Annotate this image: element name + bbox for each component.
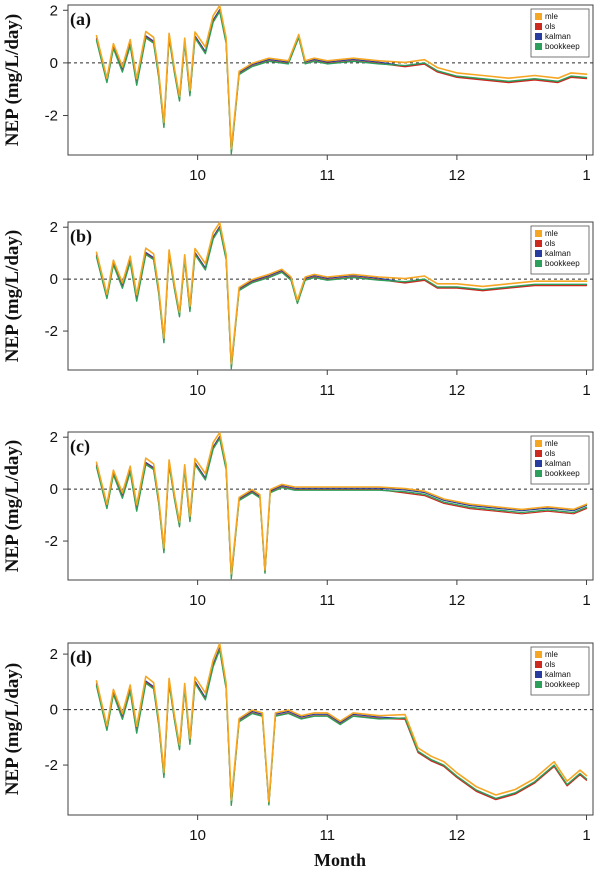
y-axis-title: NEP (mg/L/day) <box>2 663 23 795</box>
legend-label-kalman: kalman <box>545 670 571 679</box>
series-line-mle <box>95 221 588 365</box>
y-axis-title: NEP (mg/L/day) <box>2 440 23 572</box>
legend-label-bookkeep: bookkeep <box>545 680 580 689</box>
legend-swatch-bookkeep <box>535 470 542 477</box>
chart-panel-1: 2 0 -2 10 11 12 1 NEP (mg/L/day) (b) mleolskalman… <box>2 219 594 399</box>
y-tick-label: -2 <box>45 323 58 340</box>
legend-label-mle: mle <box>545 439 558 448</box>
chart-panel-2: 2 0 -2 10 11 12 1 NEP (mg/L/day) (c) mleolskalman… <box>2 429 594 609</box>
y-axis-title: NEP (mg/L/day) <box>2 14 23 146</box>
series-line-mle <box>95 431 588 575</box>
panel-label: (b) <box>70 226 92 247</box>
legend-swatch-ols <box>535 240 542 247</box>
x-tick-label: 1 <box>582 167 590 184</box>
series-line-bookkeep <box>95 437 588 580</box>
legend-swatch-mle <box>535 440 542 447</box>
x-tick-label: 1 <box>582 827 590 844</box>
legend-swatch-ols <box>535 661 542 668</box>
legend-label-ols: ols <box>545 239 555 248</box>
legend-label-bookkeep: bookkeep <box>545 469 580 478</box>
x-tick-label: 10 <box>189 592 206 609</box>
legend-swatch-mle <box>535 651 542 658</box>
x-tick-label: 1 <box>582 592 590 609</box>
panel-frame <box>67 4 594 156</box>
y-axis-title: NEP (mg/L/day) <box>2 230 23 362</box>
legend-swatch-ols <box>535 450 542 457</box>
legend-label-ols: ols <box>545 449 555 458</box>
legend-swatch-kalman <box>535 460 542 467</box>
legend-label-kalman: kalman <box>545 459 571 468</box>
y-tick-label: -2 <box>45 533 58 550</box>
series-line-bookkeep <box>95 649 588 806</box>
x-tick-label: 11 <box>319 382 335 399</box>
y-tick-label: 0 <box>50 481 58 498</box>
y-tick-label: 2 <box>50 2 58 19</box>
x-tick-label: 12 <box>449 827 466 844</box>
legend-swatch-bookkeep <box>535 43 542 50</box>
legend-swatch-kalman <box>535 33 542 40</box>
chart-panel-3: 2 0 -2 10 11 12 1 NEP (mg/L/day) (d) mleolskalman… <box>2 642 594 844</box>
legend-label-kalman: kalman <box>545 32 571 41</box>
x-tick-label: 12 <box>449 167 466 184</box>
x-tick-label: 11 <box>319 167 335 184</box>
panel-frame <box>67 431 594 581</box>
legend-label-mle: mle <box>545 650 558 659</box>
y-tick-label: 2 <box>50 646 58 663</box>
legend-swatch-mle <box>535 13 542 20</box>
y-tick-label: 0 <box>50 702 58 719</box>
legend-swatch-kalman <box>535 671 542 678</box>
x-tick-label: 12 <box>449 382 466 399</box>
legend-swatch-bookkeep <box>535 681 542 688</box>
panel-frame <box>67 642 594 816</box>
x-tick-label: 10 <box>189 167 206 184</box>
panel-label: (c) <box>70 436 90 457</box>
legend-swatch-kalman <box>535 250 542 257</box>
x-tick-label: 11 <box>319 592 335 609</box>
y-tick-label: -2 <box>45 108 58 125</box>
x-tick-label: 1 <box>582 382 590 399</box>
y-tick-label: 0 <box>50 55 58 72</box>
legend-label-mle: mle <box>545 12 558 21</box>
legend-swatch-bookkeep <box>535 260 542 267</box>
x-tick-label: 12 <box>449 592 466 609</box>
y-tick-label: 2 <box>50 429 58 446</box>
legend-label-bookkeep: bookkeep <box>545 42 580 51</box>
x-tick-label: 11 <box>319 827 335 844</box>
legend-swatch-ols <box>535 23 542 30</box>
y-tick-label: 0 <box>50 271 58 288</box>
series-line-bookkeep <box>95 10 588 155</box>
legend-swatch-mle <box>535 230 542 237</box>
chart-panel-0: 2 0 -2 10 11 12 1 NEP (mg/L/day) (a) mleolskalman… <box>2 2 594 184</box>
x-axis-title: Month <box>314 850 366 870</box>
series-line-mle <box>95 642 588 803</box>
x-tick-label: 10 <box>189 827 206 844</box>
legend-label-mle: mle <box>545 229 558 238</box>
legend-label-bookkeep: bookkeep <box>545 259 580 268</box>
series-line-mle <box>95 4 588 150</box>
panel-label: (d) <box>70 647 92 668</box>
y-tick-label: 2 <box>50 219 58 236</box>
panel-label: (a) <box>70 9 91 30</box>
y-tick-label: -2 <box>45 757 58 774</box>
panel-frame <box>67 221 594 371</box>
legend-label-kalman: kalman <box>545 249 571 258</box>
x-tick-label: 10 <box>189 382 206 399</box>
legend-label-ols: ols <box>545 660 555 669</box>
legend-label-ols: ols <box>545 22 555 31</box>
